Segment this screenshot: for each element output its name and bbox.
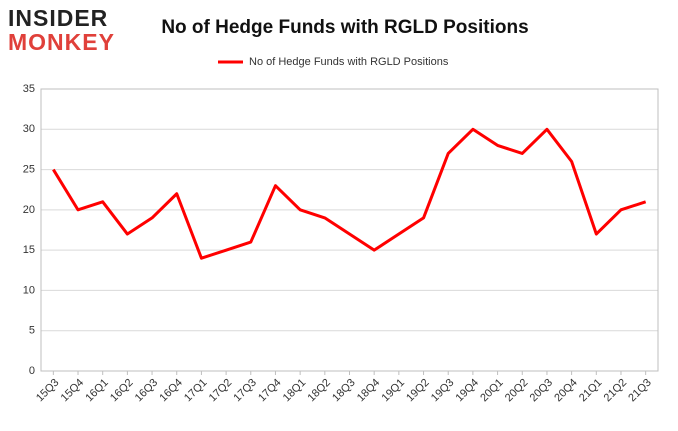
y-tick-label: 5 (29, 325, 35, 337)
x-tick-label: 16Q4 (157, 377, 185, 405)
x-tick-label: 20Q4 (552, 377, 580, 405)
x-tick-label: 16Q3 (133, 377, 161, 405)
chart-title: No of Hedge Funds with RGLD Positions (161, 17, 528, 38)
x-tick-label: 17Q2 (207, 377, 235, 405)
x-tick-label: 18Q2 (305, 377, 333, 405)
x-tick-label: 16Q2 (108, 377, 136, 405)
y-tick-label: 0 (29, 365, 35, 377)
x-tick-label: 19Q1 (380, 377, 408, 405)
x-tick-label: 18Q4 (355, 377, 383, 405)
y-tick-label: 25 (23, 163, 35, 175)
y-tick-label: 30 (23, 123, 35, 135)
x-tick-label: 20Q2 (503, 377, 531, 405)
logo-top: INSIDER (8, 5, 108, 31)
legend-label: No of Hedge Funds with RGLD Positions (249, 56, 449, 68)
x-tick-label: 19Q4 (454, 377, 482, 405)
logo-bottom: MONKEY (8, 29, 115, 55)
x-tick-label: 21Q2 (602, 377, 630, 405)
x-tick-label: 18Q1 (281, 377, 309, 405)
x-tick-label: 17Q3 (231, 377, 259, 405)
x-tick-label: 21Q3 (626, 377, 654, 405)
x-tick-label: 17Q4 (256, 377, 284, 405)
x-tick-label: 17Q1 (182, 377, 210, 405)
line-series (52, 127, 647, 260)
x-tick-label: 15Q4 (59, 377, 87, 405)
y-tick-label: 35 (23, 83, 35, 95)
x-tick-label: 18Q3 (330, 377, 358, 405)
x-tick-label: 21Q1 (577, 377, 605, 405)
x-tick-label: 20Q3 (528, 377, 556, 405)
y-tick-label: 20 (23, 204, 35, 216)
x-tick-label: 20Q1 (478, 377, 506, 405)
y-tick-label: 15 (23, 244, 35, 256)
x-tick-label: 16Q1 (83, 377, 111, 405)
x-tick-label: 15Q3 (34, 377, 62, 405)
y-tick-label: 10 (23, 284, 35, 296)
x-tick-label: 19Q3 (429, 377, 457, 405)
x-tick-label: 19Q2 (404, 377, 432, 405)
